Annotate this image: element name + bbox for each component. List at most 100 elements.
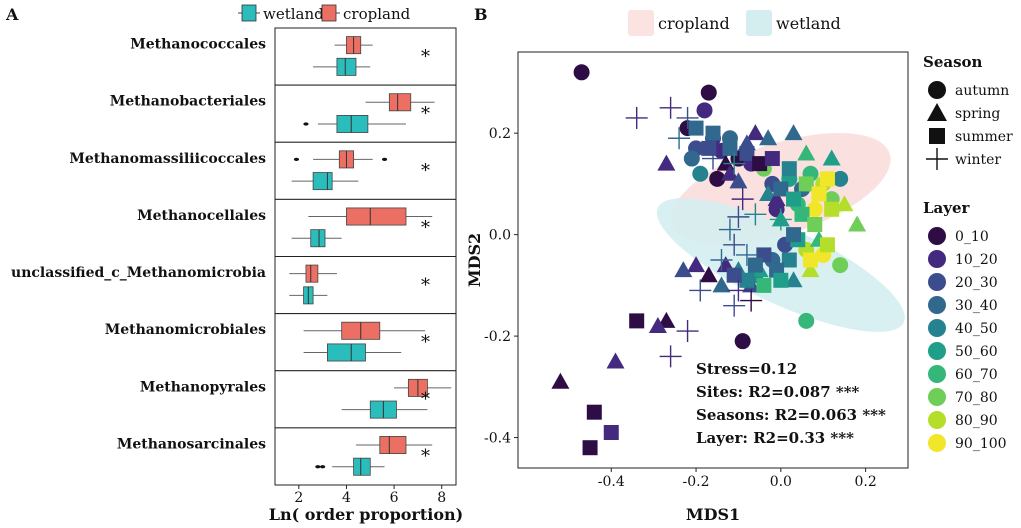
wetland-box [336, 115, 369, 133]
order-panel-frame [274, 27, 457, 86]
point-spring [699, 266, 718, 283]
wetland-outlier [320, 465, 326, 469]
order-label: unclassified_c_Methanomicrobia [11, 265, 266, 281]
layer-label-50_60: 50_60 [955, 344, 998, 360]
layer-label-70_80: 70_80 [955, 390, 998, 406]
legend-swatch-wetland [241, 4, 257, 22]
site-legend: cropland wetland [628, 10, 841, 36]
point-summer [739, 272, 755, 288]
order-label: Methanopyrales [140, 379, 266, 395]
season-legend: Season autumn spring summer winter [923, 53, 1013, 170]
x-axis-label: Ln( order proportion) [269, 505, 463, 524]
point-spring [674, 261, 693, 278]
season-key-circle [928, 81, 946, 99]
point-spring [822, 149, 841, 166]
point-spring [759, 185, 778, 202]
point-summer [786, 227, 802, 243]
point-autumn [832, 170, 849, 187]
layer-key-80_90 [928, 411, 946, 429]
order-label: Methanomassiliicoccales [69, 151, 266, 167]
order-panel-frame [274, 198, 457, 257]
y-tick-label: 0.0 [489, 228, 511, 244]
point-spring [784, 124, 803, 141]
point-summer [773, 272, 789, 288]
point-summer [819, 171, 835, 187]
point-summer [819, 237, 835, 253]
layer-key-50_60 [928, 342, 946, 360]
x-tick-label: 8 [437, 490, 446, 506]
panel-b-y-axis: 0.2 0.0 -0.2 -0.4 MDS2 [465, 126, 518, 447]
point-summer [726, 267, 742, 283]
order-label: Methanobacteriales [110, 94, 266, 110]
layer-key-40_50 [928, 319, 946, 337]
order-row: Methanocellales * [137, 198, 457, 257]
point-summer [786, 191, 802, 207]
point-autumn [700, 84, 717, 101]
legend-label-wetland: wetland [263, 5, 324, 23]
x-axis-label: MDS1 [686, 505, 740, 524]
point-autumn [734, 333, 751, 350]
wetland-box [353, 457, 371, 476]
cropland-box [305, 264, 319, 283]
layer-label-10_20: 10_20 [955, 252, 998, 268]
point-summer [739, 145, 755, 161]
point-summer [764, 151, 780, 167]
layer-key-10_20 [928, 250, 946, 268]
layer-key-90_100 [928, 434, 946, 452]
point-spring [729, 172, 748, 189]
point-summer [756, 277, 772, 293]
layer-label-30_40: 30_40 [955, 298, 998, 314]
layer-label-40_50: 40_50 [955, 321, 998, 337]
point-summer [781, 252, 797, 268]
site-label-cropland: cropland [658, 14, 730, 33]
point-spring [848, 215, 867, 232]
significance-star: * [421, 446, 430, 467]
season-label-summer: summer [955, 129, 1013, 145]
y-axis-label: MDS2 [465, 233, 484, 287]
point-summer [811, 186, 827, 202]
point-autumn [709, 170, 726, 187]
site-swatch-cropland [628, 10, 654, 36]
order-label: Methanomicrobiales [105, 322, 266, 338]
significance-star: * [421, 103, 430, 124]
point-spring [720, 164, 739, 181]
x-tick-label: 0.2 [854, 474, 876, 490]
point-summer [701, 140, 717, 156]
layer-label-60_70: 60_70 [955, 367, 998, 383]
season-key-triangle [927, 103, 947, 121]
significance-star: * [421, 161, 430, 182]
point-summer [586, 404, 602, 420]
panel-label-b: B [474, 5, 488, 24]
layer-label-80_90: 80_90 [955, 413, 998, 429]
order-label: Methanococcales [130, 37, 266, 53]
order-row: Methanococcales * [130, 27, 457, 86]
order-row: unclassified_c_Methanomicrobia * [11, 256, 457, 315]
order-row: Methanosarcinales * [117, 427, 457, 486]
point-spring [767, 190, 786, 207]
point-summer [807, 216, 823, 232]
point-spring [657, 154, 676, 171]
point-spring [657, 311, 676, 328]
stats-line: Sites: R2=0.087 *** [696, 383, 860, 401]
point-autumn [683, 150, 700, 167]
point-spring [551, 372, 570, 389]
season-legend-title: Season [923, 53, 983, 71]
point-spring [797, 144, 816, 161]
point-summer [705, 125, 721, 141]
point-spring [835, 195, 854, 212]
point-spring [746, 124, 765, 141]
x-tick-label: 2 [294, 490, 303, 506]
wetland-box [336, 57, 357, 76]
point-summer [773, 181, 789, 197]
point-spring [648, 316, 667, 333]
panel-b-x-axis: -0.4 -0.2 0.0 0.2 MDS1 [598, 468, 877, 524]
layer-key-60_70 [928, 365, 946, 383]
stats-line: Layer: R2=0.33 *** [696, 429, 854, 447]
point-spring [712, 276, 731, 293]
point-summer [824, 201, 840, 217]
x-tick-label: 4 [342, 490, 351, 506]
point-autumn [696, 102, 713, 119]
wetland-outlier [315, 465, 321, 469]
site-label-wetland: wetland [776, 14, 841, 33]
